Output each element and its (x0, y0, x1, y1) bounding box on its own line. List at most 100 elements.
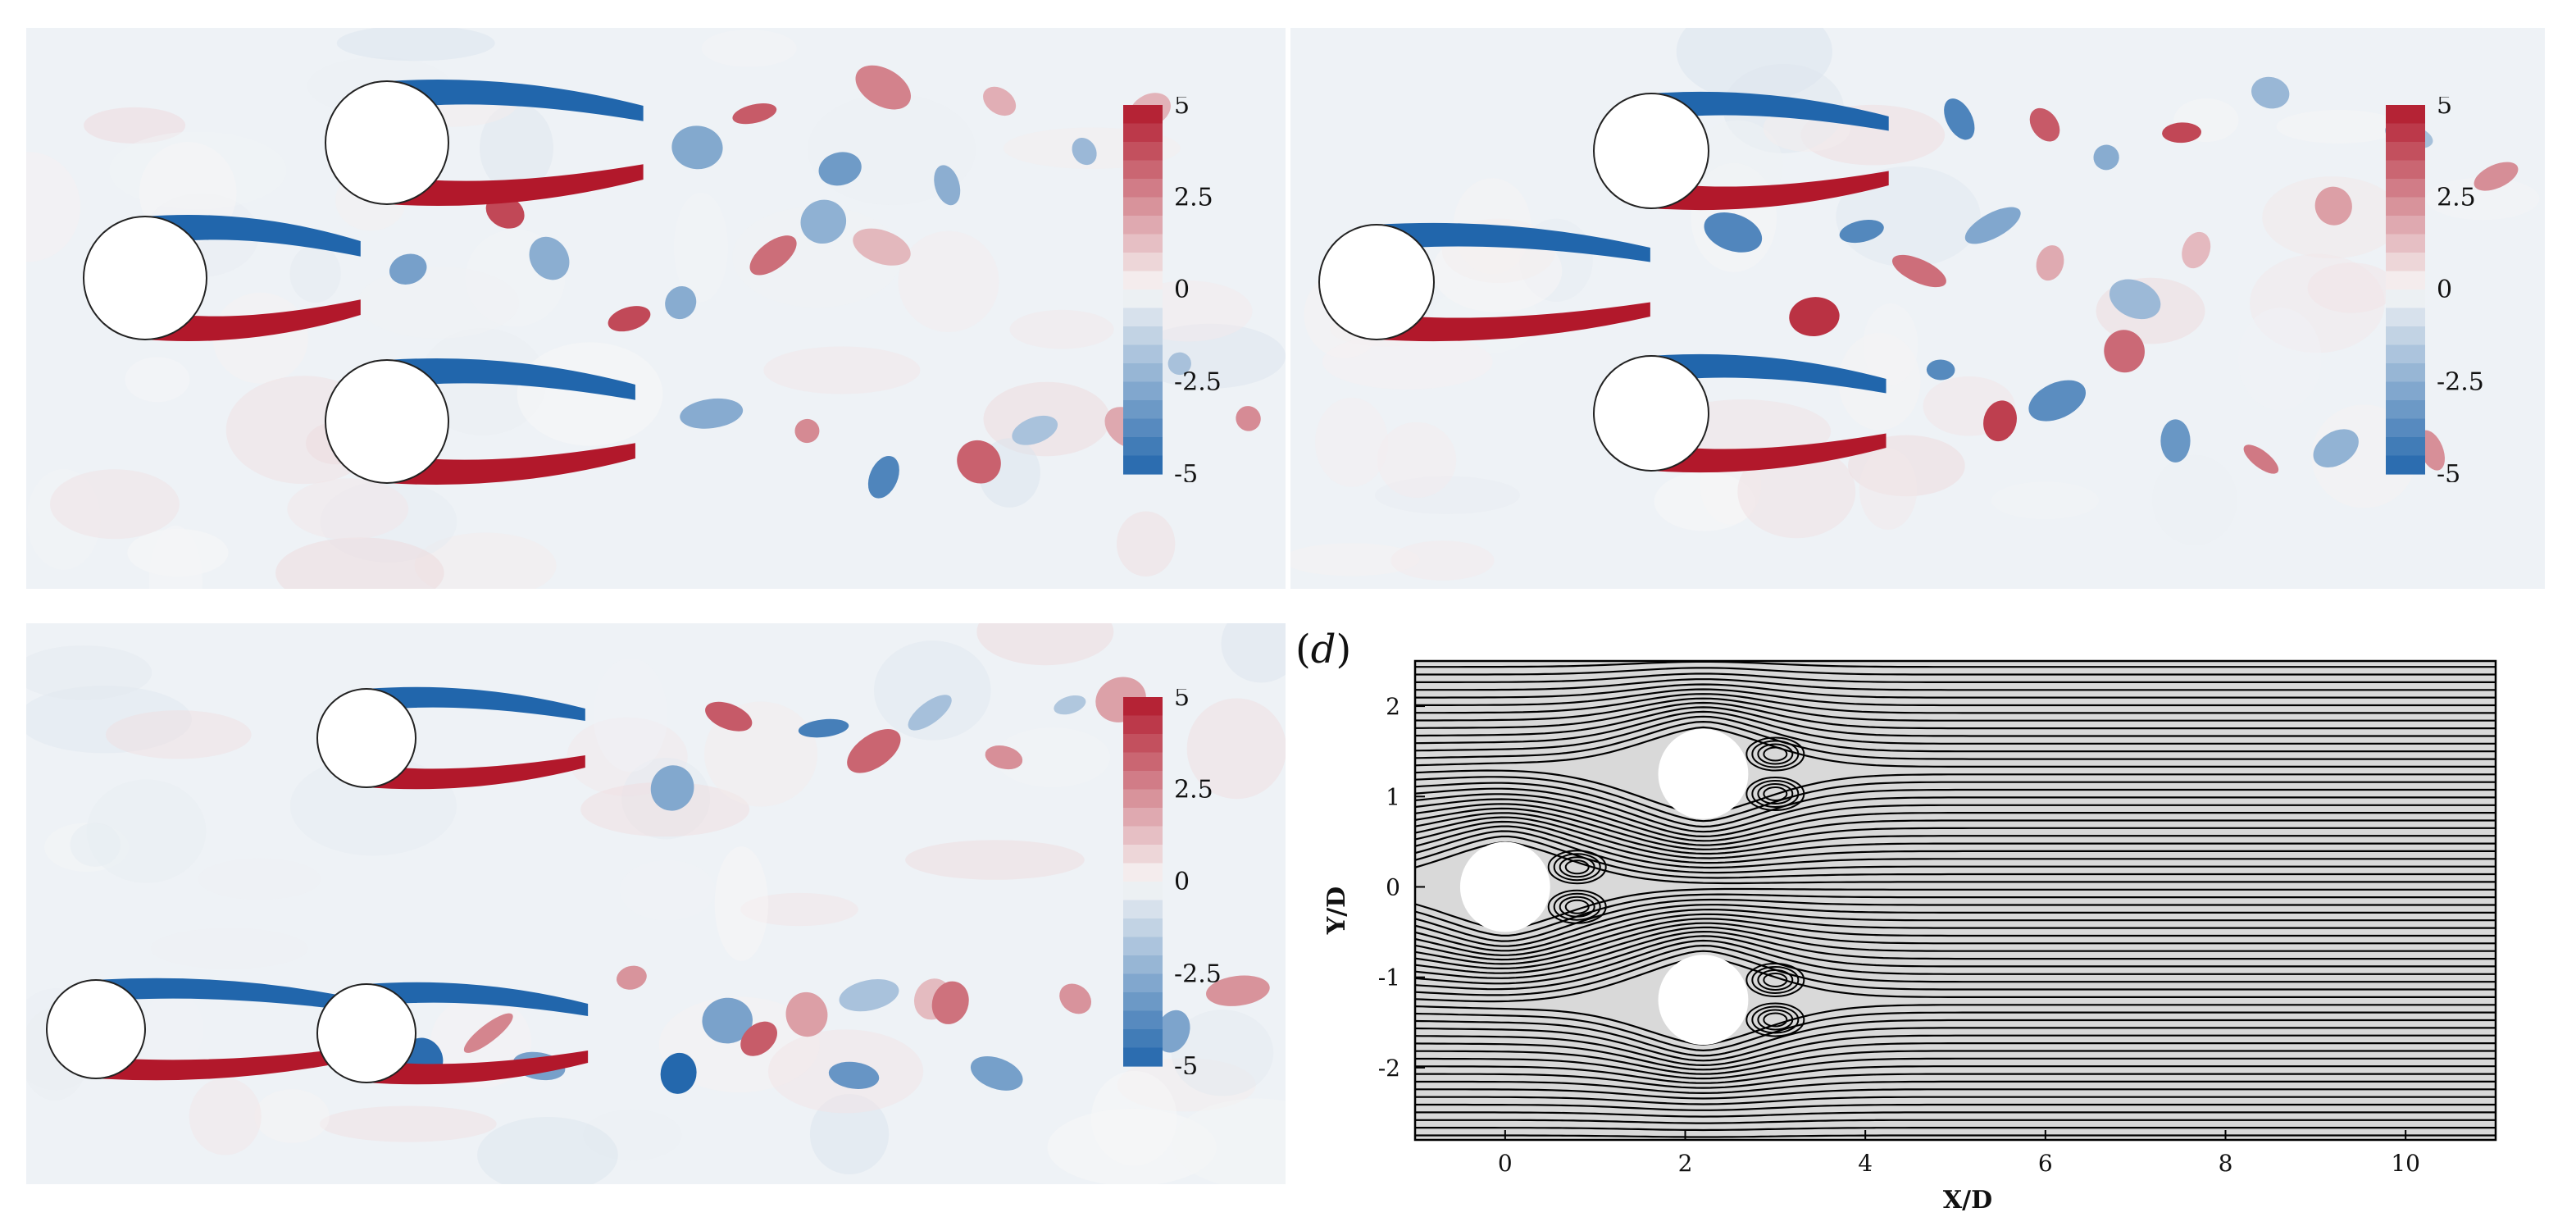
recirculation-loop (1757, 743, 1794, 765)
wake-vortex (1054, 695, 1086, 715)
background-vorticity-blob (619, 859, 716, 921)
colorbar-step (2386, 253, 2425, 272)
colorbar-step (1123, 123, 1163, 143)
wake-vortex (2182, 231, 2211, 269)
colorbar-tick-label: -5 (1174, 460, 1198, 482)
streamline (1415, 913, 2496, 956)
wake-vortex (2162, 122, 2201, 144)
colorbar-step (2386, 142, 2425, 162)
background-vorticity-blob (84, 107, 186, 144)
streamline (1415, 887, 2496, 931)
plot-frame (1413, 659, 2497, 1142)
vorticity-plot-a (26, 28, 1286, 589)
colorbar-step (1123, 455, 1163, 475)
colorbar-step (1123, 715, 1163, 735)
colorbar-step (1123, 381, 1163, 401)
cylinder (1658, 955, 1749, 1046)
streamlines (1415, 661, 2496, 1138)
wake-vortex (660, 1052, 697, 1094)
recirculation-loop (1763, 972, 1788, 987)
colorbar-step (1123, 234, 1163, 253)
positive-shear-layer (1377, 302, 1650, 342)
streamline (1415, 793, 2496, 838)
streamline (1415, 693, 2496, 714)
negative-shear-layer (387, 358, 635, 400)
streamline (1415, 706, 2496, 737)
colorbar-tick-label: -2.5 (1174, 368, 1222, 397)
wake-vortex (785, 991, 828, 1037)
x-tick-label: 6 (2038, 1150, 2053, 1177)
colorbar-step (2386, 363, 2425, 383)
cylinder (83, 216, 207, 340)
background-vorticity-blob (289, 244, 341, 303)
recirculation-loop (1745, 962, 1805, 997)
wake-vortex (671, 125, 723, 170)
streamline (1415, 908, 2496, 952)
wake-vortex (680, 398, 744, 429)
positive-shear-layer (1651, 171, 1889, 211)
wake-vortex (608, 306, 651, 332)
colorbar-step (2386, 326, 2425, 346)
streamline (1415, 922, 2496, 965)
streamline (1415, 798, 2496, 842)
wake-vortex (705, 701, 753, 732)
wake-vortex (847, 728, 901, 773)
streamline (1415, 820, 2496, 864)
wake-vortex (1206, 975, 1270, 1006)
streamline (1415, 1088, 2496, 1100)
background-vorticity-blob (1315, 397, 1389, 487)
wake-vortex (2243, 444, 2279, 474)
streamline (1415, 782, 2496, 828)
background-vorticity-blob (105, 710, 252, 759)
wake-vortex (970, 1056, 1023, 1091)
background-vorticity-blob (150, 928, 308, 969)
colorbar-step (1123, 863, 1163, 882)
colorbar-step (1123, 308, 1163, 327)
streamline (1415, 720, 2496, 760)
background-vorticity-blob (1390, 540, 1495, 581)
recirculation-loop (1553, 853, 1601, 882)
x-tick-label: 10 (2391, 1150, 2420, 1177)
colorbar-step (2386, 179, 2425, 198)
streamline (1415, 1011, 2496, 1052)
background-vorticity-blob (1991, 481, 2100, 520)
background-vorticity-blob (1171, 1010, 1274, 1096)
wake-vortex (1167, 352, 1191, 376)
streamline (1415, 1004, 2496, 1046)
streamline (1415, 955, 2496, 1003)
streamline (1415, 893, 2496, 937)
colorbar-step (2386, 455, 2425, 475)
colorbar-tick-label: -2.5 (2437, 368, 2484, 397)
colorbar-step (1123, 253, 1163, 272)
wake-vortex (867, 455, 899, 499)
background-vorticity-blob (49, 469, 180, 540)
cylinder (325, 80, 449, 205)
recirculation-loop (1757, 782, 1794, 804)
wake-vortex (798, 718, 849, 738)
colorbar-step (1123, 160, 1163, 180)
background-vorticity-blob (701, 29, 797, 67)
colorbar-step (1123, 937, 1163, 956)
wake-vortex (1926, 359, 1955, 381)
colorbar-tick-label: 0 (1174, 868, 1190, 896)
colorbar-step (1123, 771, 1163, 791)
wake-vortex (665, 286, 697, 320)
streamline (1415, 1134, 2496, 1138)
colorbar-step (2386, 105, 2425, 125)
colorbar-step (1123, 955, 1163, 975)
cylinder (46, 979, 146, 1079)
streamline (1415, 812, 2496, 855)
streamline (1415, 930, 2496, 974)
background-vorticity-blob (189, 1078, 262, 1155)
background-vorticity-blob (673, 192, 729, 303)
positive-shear-layer (366, 755, 585, 790)
colorbar-tick-label: 5 (2437, 97, 2452, 120)
background-vorticity-blob (1654, 472, 1755, 531)
cylinder (1593, 93, 1709, 209)
background-vorticity-blob (477, 1116, 618, 1184)
background-vorticity-blob (1221, 623, 1286, 683)
colorbar-c: 5 2.5 0 -2.5 -5 (1123, 689, 1222, 1074)
colorbar-step (2386, 216, 2425, 235)
streamline (1415, 918, 2496, 961)
